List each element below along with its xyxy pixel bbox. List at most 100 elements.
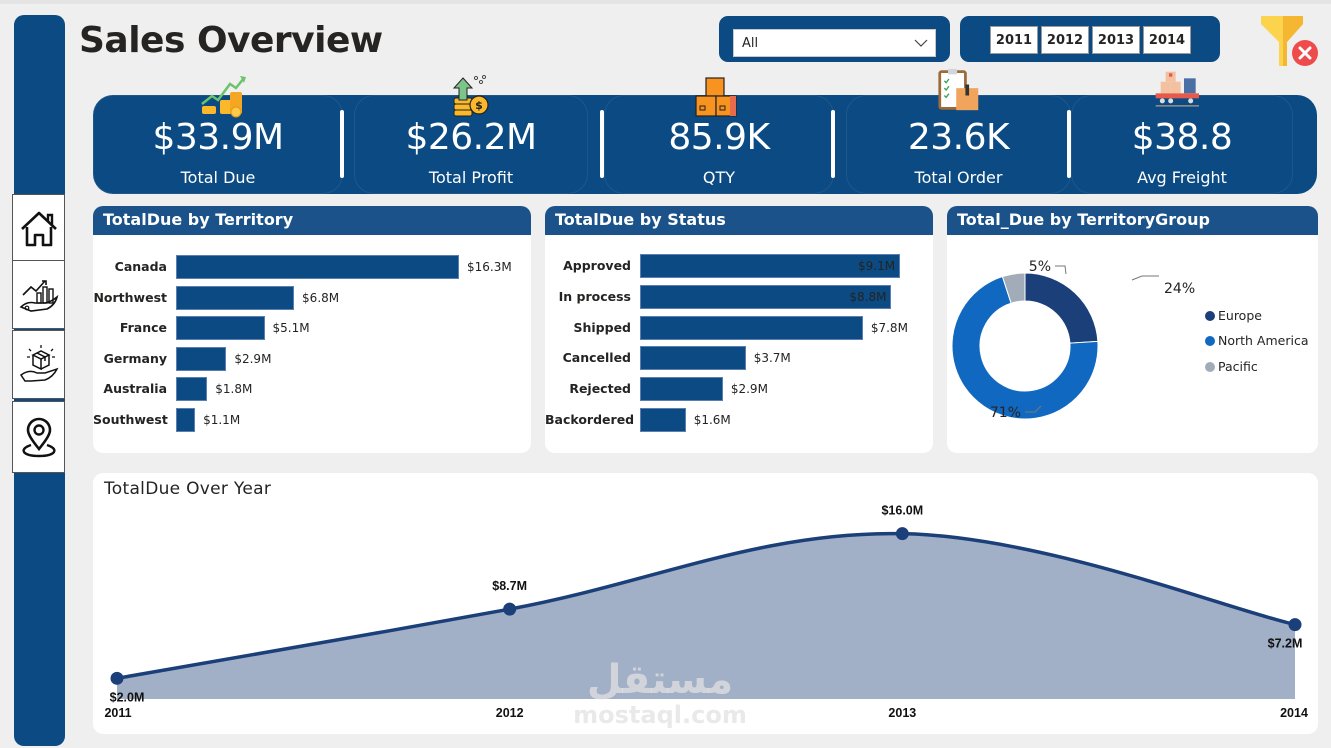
bar-value-label: $5.1M xyxy=(272,321,310,336)
card-title: TotalDue by Status xyxy=(545,206,933,235)
kpi-divider xyxy=(600,110,604,178)
area-fill xyxy=(117,533,1295,699)
x-tick-label: 2013 xyxy=(888,706,916,720)
bar-category-label: Cancelled xyxy=(562,350,631,366)
x-tick-label: 2012 xyxy=(496,706,524,720)
legend-item-pacific[interactable]: Pacific xyxy=(1205,359,1258,374)
kpi-divider xyxy=(1067,110,1071,178)
donut-leader-line xyxy=(1055,265,1067,275)
donut-leader-line xyxy=(1025,405,1042,413)
bar-category-label: Northwest xyxy=(93,289,167,305)
nav-products-button[interactable] xyxy=(12,330,65,399)
bar-value-label: $9.1M xyxy=(858,259,896,273)
data-value-label: $7.2M xyxy=(1268,637,1303,651)
kpi-value: 85.9K xyxy=(668,117,770,158)
donut-slice-europe[interactable] xyxy=(1024,272,1099,344)
kpi-label: QTY xyxy=(702,168,736,187)
bar[interactable] xyxy=(176,377,208,402)
bar-value-label: $2.9M xyxy=(234,351,272,366)
donut-slice-pacific[interactable] xyxy=(1001,272,1026,304)
kpi-qty: 85.9K QTY xyxy=(604,95,834,194)
bar[interactable] xyxy=(640,346,746,371)
territory-bar-chart-card: TotalDue by Territory Canada $16.3M Northw… xyxy=(93,206,531,453)
data-point[interactable] xyxy=(1288,618,1302,632)
donut-data-label: 5% xyxy=(1029,259,1051,275)
bar-category-label: Canada xyxy=(114,259,167,274)
card-title: Total_Due by TerritoryGroup xyxy=(947,206,1318,235)
bar[interactable] xyxy=(176,285,295,310)
watermark: مستقل mostaql.com xyxy=(560,660,760,740)
data-point[interactable] xyxy=(110,671,124,685)
bar-value-label: $16.3M xyxy=(467,260,512,274)
svg-text:$: $ xyxy=(475,99,483,112)
bar-value-label: $7.8M xyxy=(870,320,908,335)
watermark-latin: mostaql.com xyxy=(573,701,747,729)
kpi-divider xyxy=(831,110,835,178)
status-bar-chart-card: TotalDue by Status Approved $9.1M In proce… xyxy=(545,206,933,453)
legend-dot xyxy=(1205,361,1215,372)
data-value-label: $2.0M xyxy=(110,690,145,704)
donut-slice-north-america[interactable] xyxy=(951,275,1099,420)
nav-sales-analysis-button[interactable] xyxy=(12,260,65,329)
data-point[interactable] xyxy=(895,527,909,541)
series-line xyxy=(116,531,1296,681)
location-pin-icon xyxy=(21,417,56,458)
kpi-label: Total Profit xyxy=(428,168,514,187)
coins-growth-icon xyxy=(201,76,246,118)
clear-filter-icon[interactable] xyxy=(1259,14,1319,70)
year-button-2011[interactable]: 2011 xyxy=(990,26,1038,54)
bar-value-label: $2.9M xyxy=(730,382,768,397)
year-button-2014[interactable]: 2014 xyxy=(1143,26,1191,54)
donut-leader-line xyxy=(1131,275,1159,281)
bar[interactable] xyxy=(176,255,459,279)
kpi-label: Total Order xyxy=(914,168,1003,187)
bar[interactable] xyxy=(176,316,265,341)
bar-value-label: $6.8M xyxy=(302,290,340,305)
profit-coins-icon: $ xyxy=(452,75,489,117)
home-icon xyxy=(20,211,57,246)
bar-category-label: Australia xyxy=(103,381,167,397)
bar-category-label: Germany xyxy=(103,350,167,366)
legend-item-europe[interactable]: Europe xyxy=(1205,308,1262,323)
bar-category-label: Southwest xyxy=(93,412,168,427)
donut-data-label: 24% xyxy=(1164,281,1195,297)
x-tick-label: 2011 xyxy=(104,706,131,720)
delivery-truck-icon xyxy=(1155,71,1199,107)
bar-category-label: Approved xyxy=(563,258,631,273)
year-button-2013[interactable]: 2013 xyxy=(1092,26,1140,54)
card-title: TotalDue by Territory xyxy=(93,206,531,235)
boxes-icon xyxy=(695,77,737,117)
territory-group-donut-chart: 24% 71% 5% xyxy=(951,259,1195,421)
data-value-label: $8.7M xyxy=(492,579,527,593)
territory-dropdown[interactable]: All xyxy=(733,29,936,57)
kpi-avg-freight: $38.8 Avg Freight xyxy=(1071,95,1293,194)
growth-chart-hand-icon xyxy=(19,279,58,312)
totaldue-area-chart: $2.0M 2011 $8.7M 2012 $16.0M 2013 $7.2M 2014 xyxy=(104,504,1308,720)
nav-home-button[interactable] xyxy=(12,194,65,263)
bar[interactable] xyxy=(640,284,892,309)
bar-value-label: $8.8M xyxy=(849,289,887,304)
bar-value-label: $1.8M xyxy=(215,382,253,397)
kpi-value: $33.9M xyxy=(152,117,284,158)
bar[interactable] xyxy=(640,315,863,340)
bar[interactable] xyxy=(176,408,196,432)
bar[interactable] xyxy=(640,254,900,278)
kpi-label: Total Due xyxy=(180,168,256,187)
x-tick-label: 2014 xyxy=(1280,706,1308,720)
bar-category-label: France xyxy=(119,320,167,336)
kpi-divider xyxy=(340,110,344,178)
bar[interactable] xyxy=(640,408,686,432)
data-point[interactable] xyxy=(503,602,517,616)
box-hand-icon xyxy=(19,344,58,382)
year-button-2012[interactable]: 2012 xyxy=(1041,26,1089,54)
bar-value-label: $1.6M xyxy=(693,413,731,427)
territory-group-donut-card: Total_Due by TerritoryGroup 24% 71% 5% Eur… xyxy=(947,206,1318,453)
nav-locations-button[interactable] xyxy=(12,401,65,473)
kpi-total-due: $33.9M Total Due xyxy=(93,95,343,194)
bar[interactable] xyxy=(176,346,227,371)
bar-category-label: Shipped xyxy=(573,319,631,335)
data-value-label: $16.0M xyxy=(881,504,923,518)
legend-item-north-america[interactable]: North America xyxy=(1205,333,1309,348)
bar[interactable] xyxy=(640,377,723,402)
dropdown-selected-value: All xyxy=(742,35,759,51)
